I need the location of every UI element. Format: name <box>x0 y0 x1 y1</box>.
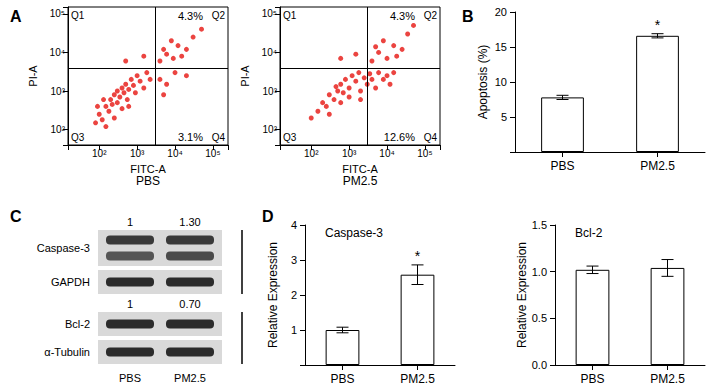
svg-text:3: 3 <box>291 254 297 266</box>
svg-text:GAPDH: GAPDH <box>51 276 90 288</box>
svg-text:PI-A: PI-A <box>239 65 251 87</box>
svg-text:10²: 10² <box>263 124 278 135</box>
svg-text:PBS: PBS <box>550 159 574 173</box>
svg-text:10⁴: 10⁴ <box>167 148 182 159</box>
svg-text:3.1%: 3.1% <box>178 131 203 143</box>
svg-text:Q2: Q2 <box>424 10 438 21</box>
svg-text:Relative Expression: Relative Expression <box>515 242 529 348</box>
svg-text:10²: 10² <box>304 148 319 159</box>
svg-text:Caspase-3: Caspase-3 <box>325 226 383 240</box>
svg-text:A: A <box>10 8 22 25</box>
svg-text:Q1: Q1 <box>71 10 85 21</box>
svg-text:Q4: Q4 <box>212 132 226 143</box>
svg-text:10⁵: 10⁵ <box>417 148 432 159</box>
svg-text:Apoptosis (%): Apoptosis (%) <box>476 45 490 120</box>
svg-text:0.0: 0.0 <box>532 359 547 371</box>
svg-text:D: D <box>262 208 274 225</box>
svg-text:PM2.5: PM2.5 <box>343 174 378 188</box>
svg-text:10⁵: 10⁵ <box>50 8 65 19</box>
svg-text:1.5: 1.5 <box>532 219 547 231</box>
svg-text:PM2.5: PM2.5 <box>640 159 675 173</box>
svg-text:1: 1 <box>127 298 133 310</box>
svg-text:Bcl-2: Bcl-2 <box>65 318 90 330</box>
svg-text:12.6%: 12.6% <box>384 131 415 143</box>
svg-text:PBS: PBS <box>136 174 160 188</box>
svg-text:PM2.5: PM2.5 <box>174 372 206 384</box>
svg-text:10²: 10² <box>51 124 66 135</box>
svg-text:2: 2 <box>291 289 297 301</box>
svg-text:B: B <box>462 8 474 25</box>
svg-text:10³: 10³ <box>51 86 66 97</box>
svg-text:10⁴: 10⁴ <box>262 47 277 58</box>
svg-text:4.3%: 4.3% <box>178 10 203 22</box>
svg-text:5: 5 <box>501 111 507 123</box>
svg-text:10⁵: 10⁵ <box>205 148 220 159</box>
svg-text:FITC-A: FITC-A <box>130 163 166 175</box>
svg-text:20: 20 <box>495 6 507 18</box>
svg-text:Caspase-3: Caspase-3 <box>37 242 90 254</box>
svg-text:Q3: Q3 <box>71 132 85 143</box>
svg-text:10²: 10² <box>92 148 107 159</box>
svg-text:1.0: 1.0 <box>532 266 547 278</box>
svg-text:4.3%: 4.3% <box>390 10 415 22</box>
svg-text:PBS: PBS <box>580 372 604 386</box>
svg-text:1.30: 1.30 <box>179 216 200 228</box>
svg-text:10⁵: 10⁵ <box>262 8 277 19</box>
svg-text:15: 15 <box>495 41 507 53</box>
svg-text:α-Tubulin: α-Tubulin <box>44 346 90 358</box>
svg-text:PBS: PBS <box>330 372 354 386</box>
svg-text:Q1: Q1 <box>283 10 297 21</box>
svg-text:10³: 10³ <box>263 86 278 97</box>
svg-text:0.5: 0.5 <box>532 312 547 324</box>
svg-text:PBS: PBS <box>119 372 141 384</box>
svg-text:Bcl-2: Bcl-2 <box>575 226 603 240</box>
svg-text:Relative Expression: Relative Expression <box>266 242 280 348</box>
svg-text:PI-A: PI-A <box>27 65 39 87</box>
svg-text:Q3: Q3 <box>283 132 297 143</box>
svg-text:C: C <box>10 208 22 225</box>
svg-text:FITC-A: FITC-A <box>342 163 378 175</box>
svg-text:*: * <box>655 17 661 33</box>
svg-text:PM2.5: PM2.5 <box>400 372 435 386</box>
svg-text:1: 1 <box>127 216 133 228</box>
svg-text:0.70: 0.70 <box>179 298 200 310</box>
svg-text:4: 4 <box>291 219 297 231</box>
svg-text:10: 10 <box>495 76 507 88</box>
svg-text:10³: 10³ <box>342 148 357 159</box>
svg-text:10³: 10³ <box>130 148 145 159</box>
svg-text:PM2.5: PM2.5 <box>650 372 685 386</box>
svg-text:*: * <box>415 248 421 264</box>
svg-text:10⁴: 10⁴ <box>50 47 65 58</box>
svg-text:1: 1 <box>291 324 297 336</box>
svg-text:Q4: Q4 <box>424 132 438 143</box>
svg-text:Q2: Q2 <box>212 10 226 21</box>
svg-text:10⁴: 10⁴ <box>379 148 394 159</box>
